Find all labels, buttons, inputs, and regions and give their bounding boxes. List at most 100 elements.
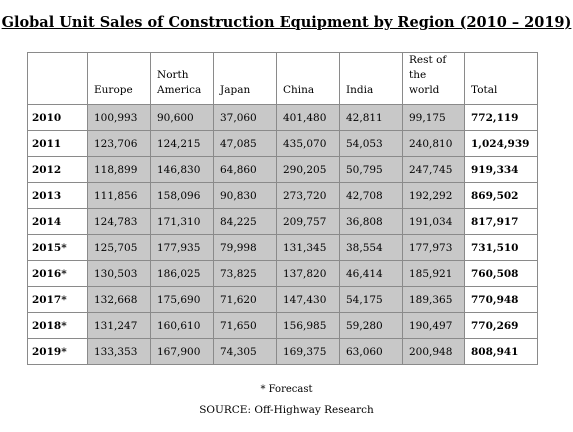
value-cell: 167,900 [150, 338, 214, 365]
value-cell: 42,811 [339, 104, 403, 131]
total-cell: 808,941 [464, 338, 538, 365]
table-row: 2011 123,706 124,215 47,085 435,070 54,053 240… [27, 130, 538, 157]
year-cell: 2016* [27, 260, 88, 287]
year-cell: 2012 [27, 156, 88, 183]
year-cell: 2015* [27, 234, 88, 261]
year-cell: 2018* [27, 312, 88, 339]
value-cell: 147,430 [276, 286, 340, 313]
header-cell: Japan [213, 52, 277, 105]
value-cell: 54,053 [339, 130, 403, 157]
header-cell: China [276, 52, 340, 105]
value-cell: 156,985 [276, 312, 340, 339]
value-cell: 273,720 [276, 182, 340, 209]
value-cell: 131,345 [276, 234, 340, 261]
total-cell: 731,510 [464, 234, 538, 261]
year-cell: 2011 [27, 130, 88, 157]
table-row: 2013 111,856 158,096 90,830 273,720 42,708 192… [27, 182, 538, 209]
table-row: 2017* 132,668 175,690 71,620 147,430 54,175 18… [27, 286, 538, 313]
total-cell: 1,024,939 [464, 130, 538, 157]
sales-table: Europe North America Japan China India R… [27, 52, 538, 365]
page-title: Global Unit Sales of Construction Equipm… [1, 14, 572, 31]
total-cell: 770,948 [464, 286, 538, 313]
value-cell: 130,503 [87, 260, 151, 287]
value-cell: 175,690 [150, 286, 214, 313]
header-cell: Rest of the world [402, 52, 465, 105]
value-cell: 137,820 [276, 260, 340, 287]
value-cell: 185,921 [402, 260, 465, 287]
value-cell: 192,292 [402, 182, 465, 209]
value-cell: 36,808 [339, 208, 403, 235]
value-cell: 435,070 [276, 130, 340, 157]
value-cell: 46,414 [339, 260, 403, 287]
value-cell: 290,205 [276, 156, 340, 183]
value-cell: 189,365 [402, 286, 465, 313]
value-cell: 42,708 [339, 182, 403, 209]
value-cell: 247,745 [402, 156, 465, 183]
value-cell: 401,480 [276, 104, 340, 131]
footnote: * Forecast [260, 384, 313, 395]
value-cell: 38,554 [339, 234, 403, 261]
value-cell: 200,948 [402, 338, 465, 365]
value-cell: 186,025 [150, 260, 214, 287]
value-cell: 84,225 [213, 208, 277, 235]
value-cell: 123,706 [87, 130, 151, 157]
header-cell: India [339, 52, 403, 105]
value-cell: 63,060 [339, 338, 403, 365]
value-cell: 132,668 [87, 286, 151, 313]
value-cell: 191,034 [402, 208, 465, 235]
value-cell: 47,085 [213, 130, 277, 157]
value-cell: 125,705 [87, 234, 151, 261]
value-cell: 190,497 [402, 312, 465, 339]
value-cell: 169,375 [276, 338, 340, 365]
value-cell: 71,650 [213, 312, 277, 339]
total-cell: 760,508 [464, 260, 538, 287]
value-cell: 160,610 [150, 312, 214, 339]
value-cell: 177,973 [402, 234, 465, 261]
value-cell: 54,175 [339, 286, 403, 313]
year-cell: 2010 [27, 104, 88, 131]
value-cell: 90,830 [213, 182, 277, 209]
year-cell: 2019* [27, 338, 88, 365]
value-cell: 240,810 [402, 130, 465, 157]
value-cell: 73,825 [213, 260, 277, 287]
header-cell: North America [150, 52, 214, 105]
year-cell: 2017* [27, 286, 88, 313]
value-cell: 124,783 [87, 208, 151, 235]
total-cell: 919,334 [464, 156, 538, 183]
table-row: 2012 118,899 146,830 64,860 290,205 50,795 247… [27, 156, 538, 183]
total-cell: 869,502 [464, 182, 538, 209]
total-cell: 817,917 [464, 208, 538, 235]
table-row: 2016* 130,503 186,025 73,825 137,820 46,414 18… [27, 260, 538, 287]
value-cell: 158,096 [150, 182, 214, 209]
value-cell: 100,993 [87, 104, 151, 131]
value-cell: 99,175 [402, 104, 465, 131]
value-cell: 64,860 [213, 156, 277, 183]
source-note: SOURCE: Off-Highway Research [199, 404, 374, 416]
header-cell: Total [464, 52, 538, 105]
value-cell: 146,830 [150, 156, 214, 183]
table-row: 2014 124,783 171,310 84,225 209,757 36,808 191… [27, 208, 538, 235]
value-cell: 171,310 [150, 208, 214, 235]
value-cell: 79,998 [213, 234, 277, 261]
year-cell: 2013 [27, 182, 88, 209]
table-row: 2015* 125,705 177,935 79,998 131,345 38,554 17… [27, 234, 538, 261]
value-cell: 74,305 [213, 338, 277, 365]
value-cell: 37,060 [213, 104, 277, 131]
total-cell: 772,119 [464, 104, 538, 131]
header-cell: Europe [87, 52, 151, 105]
value-cell: 71,620 [213, 286, 277, 313]
value-cell: 124,215 [150, 130, 214, 157]
value-cell: 90,600 [150, 104, 214, 131]
header-cell [27, 52, 88, 105]
value-cell: 209,757 [276, 208, 340, 235]
value-cell: 111,856 [87, 182, 151, 209]
table-row: 2018* 131,247 160,610 71,650 156,985 59,280 19… [27, 312, 538, 339]
table-row: 2019* 133,353 167,900 74,305 169,375 63,060 20… [27, 338, 538, 365]
table-row: 2010 100,993 90,600 37,060 401,480 42,811 99,1… [27, 104, 538, 131]
value-cell: 177,935 [150, 234, 214, 261]
value-cell: 50,795 [339, 156, 403, 183]
value-cell: 59,280 [339, 312, 403, 339]
table-header-row: Europe North America Japan China India R… [27, 52, 538, 105]
year-cell: 2014 [27, 208, 88, 235]
total-cell: 770,269 [464, 312, 538, 339]
